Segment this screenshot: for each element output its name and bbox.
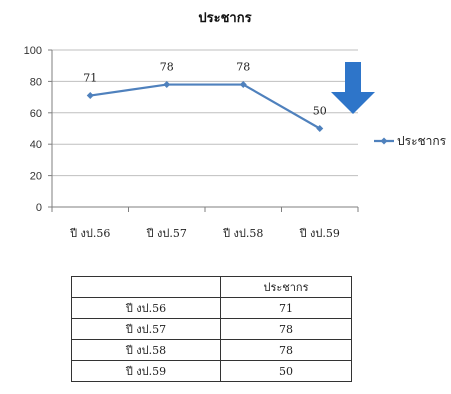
table-header-row: ประชากร	[71, 276, 352, 298]
table-cell: ปี งป.56	[71, 297, 221, 319]
data-point	[86, 92, 94, 100]
table-cell: ปี งป.59	[71, 360, 221, 382]
table-cell: 71	[220, 297, 352, 319]
x-tick-label: ปี งป.56	[69, 227, 110, 240]
data-point	[163, 81, 171, 89]
chart-grid	[52, 49, 358, 208]
legend: ประชากร	[374, 134, 447, 148]
table-cell: 78	[220, 339, 352, 361]
table-header-cell: ประชากร	[220, 276, 352, 298]
x-tick-label: ปี งป.58	[222, 227, 263, 240]
legend-label: ประชากร	[397, 134, 447, 148]
y-tick-label: 40	[30, 139, 42, 151]
data-table: ประชากร ปี งป.56 71 ปี งป.57 78 ปี งป.58…	[71, 276, 352, 382]
data-label: 78	[160, 61, 174, 74]
table-row: ปี งป.58 78	[71, 339, 352, 361]
data-label: 50	[313, 105, 327, 118]
table-row: ปี งป.56 71	[71, 297, 352, 319]
table-cell: 50	[220, 360, 352, 382]
series-layer: 71 78 78 50	[83, 61, 327, 132]
data-point	[239, 81, 247, 89]
series-line	[90, 83, 321, 130]
y-tick-label: 60	[30, 108, 42, 120]
y-tick-label: 100	[24, 45, 42, 57]
arrow-down-icon	[331, 62, 375, 114]
table-row: ปี งป.59 50	[71, 360, 352, 382]
data-label: 71	[83, 72, 97, 85]
arrow-shape	[331, 62, 375, 114]
chart-title: ประชากร	[198, 11, 251, 26]
x-axis: ปี งป.56 ปี งป.57 ปี งป.58 ปี งป.59	[51, 206, 359, 240]
table-header-cell	[71, 276, 221, 298]
x-tick-label: ปี งป.59	[298, 227, 339, 240]
data-label: 78	[236, 61, 250, 74]
y-tick-label: 80	[30, 76, 42, 88]
x-tick-label: ปี งป.57	[145, 227, 186, 240]
table-cell: ปี งป.58	[71, 339, 221, 361]
legend-marker	[380, 137, 388, 145]
table-cell: ปี งป.57	[71, 318, 221, 340]
table-row: ปี งป.57 78	[71, 318, 352, 340]
table-cell: 78	[220, 318, 352, 340]
y-tick-label: 0	[36, 202, 42, 214]
y-tick-label: 20	[30, 171, 42, 183]
data-point	[316, 125, 324, 132]
y-axis: 0 20 40 60 80 100	[24, 45, 53, 214]
